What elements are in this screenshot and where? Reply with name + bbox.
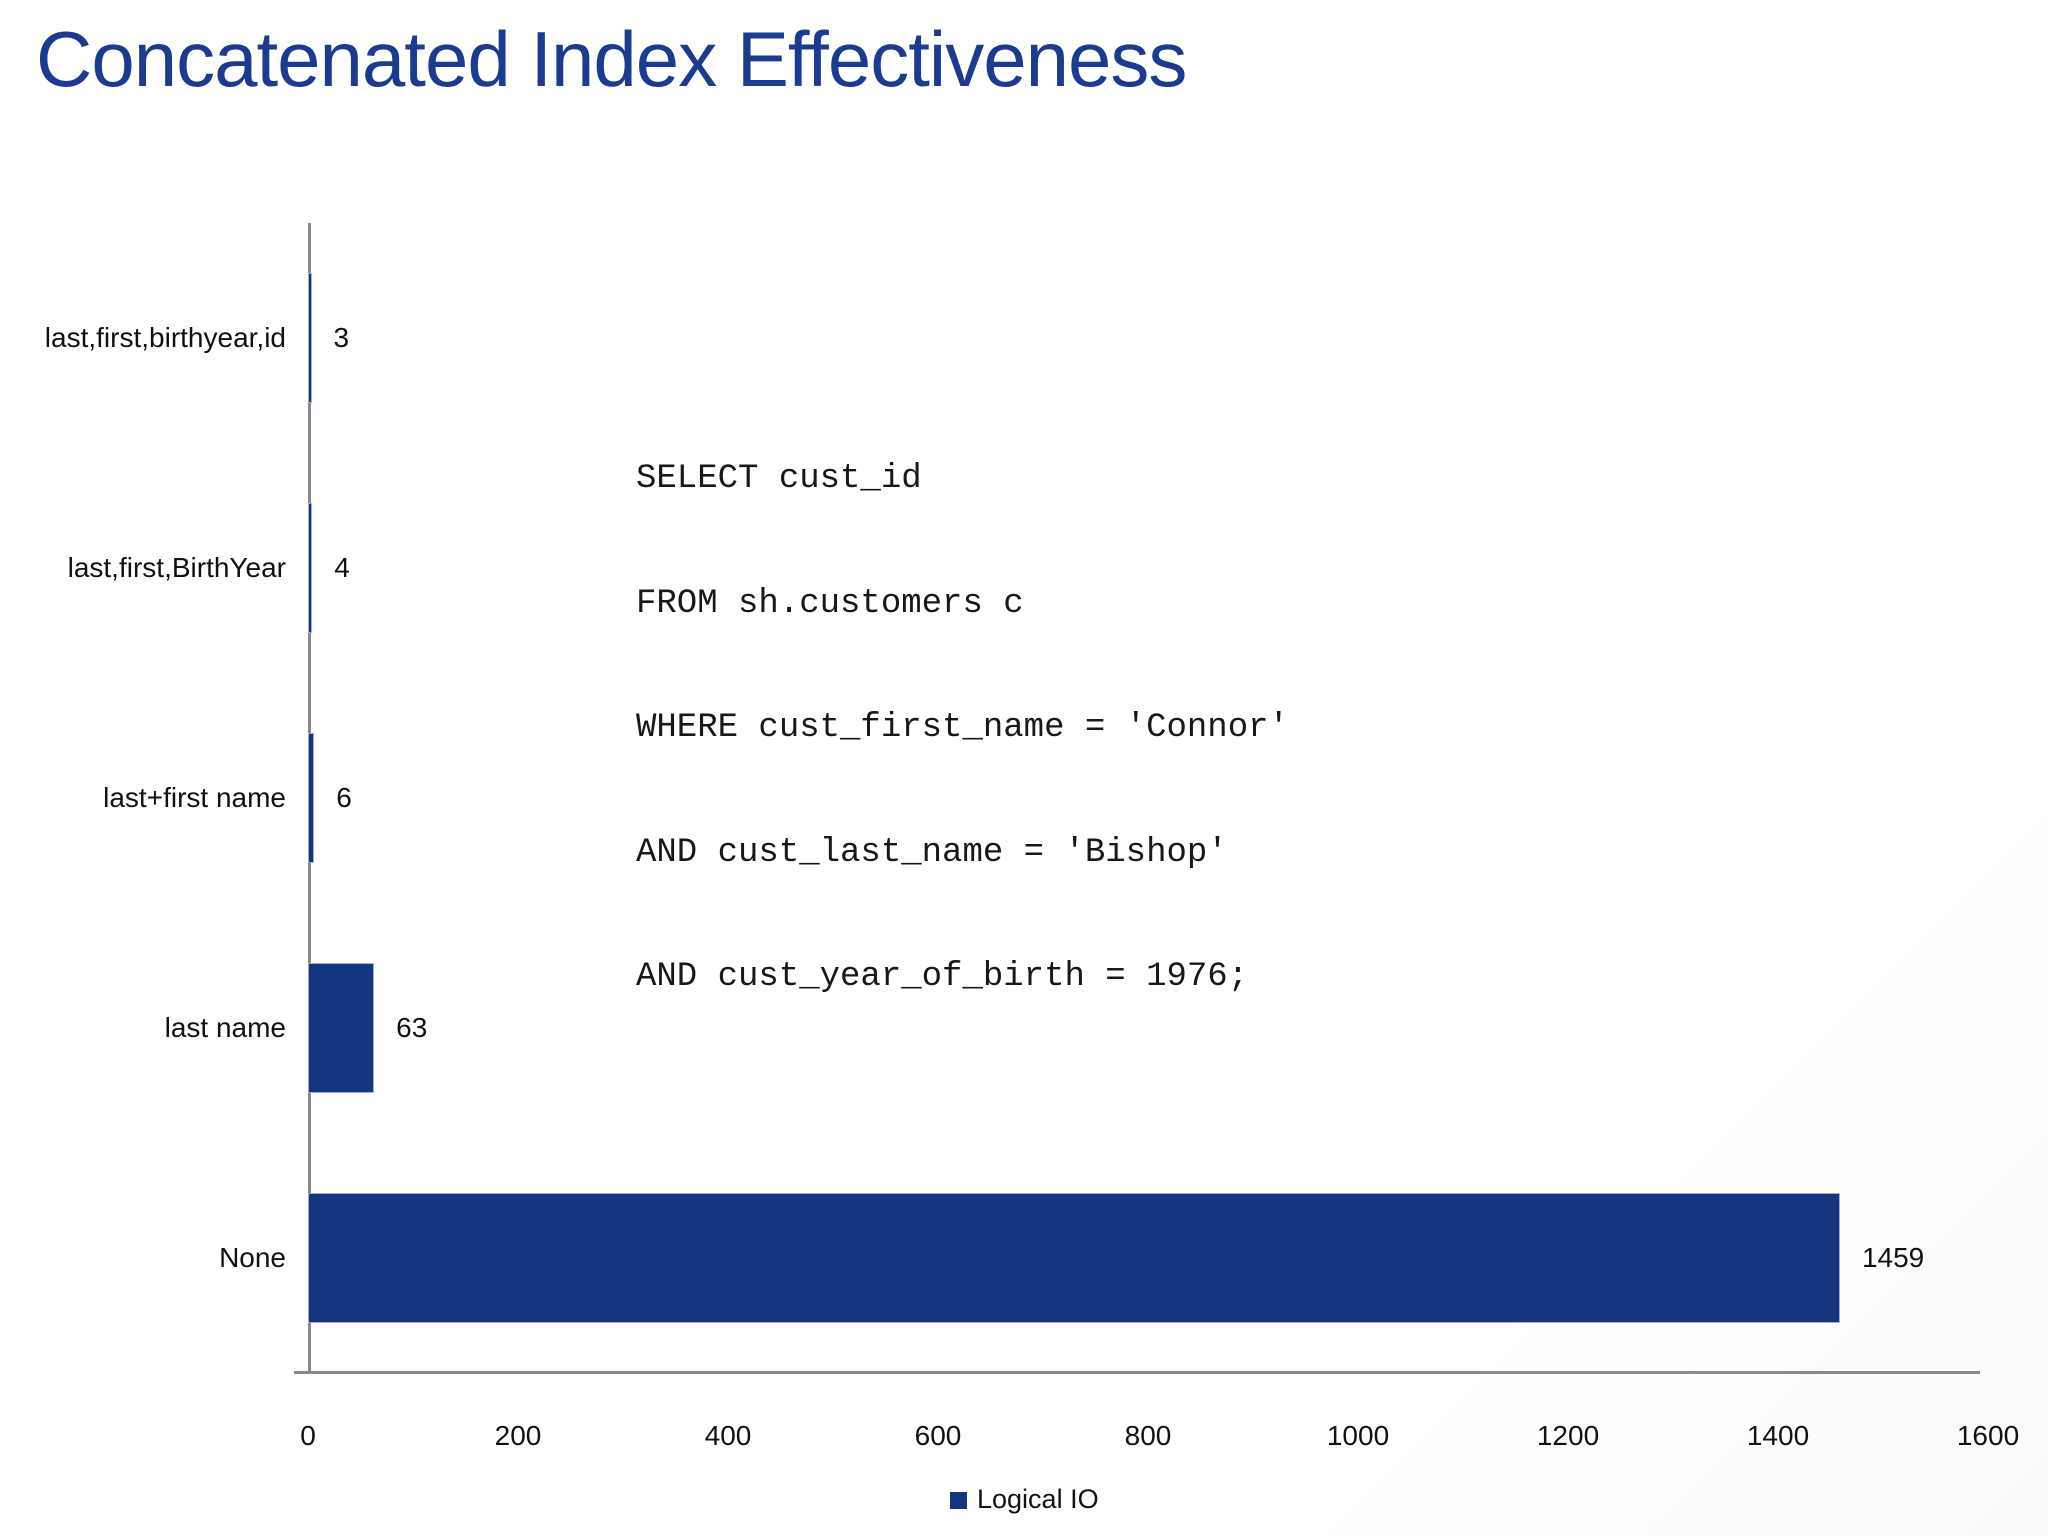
value-label: 3	[333, 322, 350, 353]
sql-query-text: SELECT cust_id FROM sh.customers c WHERE…	[636, 376, 1289, 1082]
value-label: 1459	[1861, 1242, 1925, 1273]
x-tick-label: 200	[494, 1420, 542, 1451]
category-label: last,first,BirthYear	[67, 552, 286, 583]
sql-line: WHERE cust_first_name = 'Connor'	[636, 709, 1289, 747]
bar	[308, 273, 312, 403]
category-label: last name	[164, 1012, 286, 1043]
x-tick-label: 1600	[1956, 1420, 2020, 1451]
bar	[308, 733, 315, 863]
x-tick-label: 0	[300, 1420, 316, 1451]
x-tick-label: 1000	[1326, 1420, 1390, 1451]
legend-label: Logical IO	[977, 1484, 1099, 1514]
x-axis-line	[294, 1371, 1980, 1374]
sql-line: AND cust_year_of_birth = 1976;	[636, 958, 1249, 996]
legend: Logical IO	[950, 1484, 1099, 1515]
x-tick-label: 800	[1124, 1420, 1172, 1451]
x-tick-label: 400	[704, 1420, 752, 1451]
value-label: 4	[334, 552, 350, 583]
bar	[308, 1193, 1840, 1323]
x-tick-label: 600	[914, 1420, 962, 1451]
category-label: last+first name	[103, 782, 286, 813]
sql-line: AND cust_last_name = 'Bishop'	[636, 833, 1228, 872]
sql-line: SELECT cust_id	[636, 460, 922, 498]
bar	[308, 963, 375, 1093]
category-label: None	[219, 1242, 286, 1273]
bar	[308, 503, 313, 633]
category-label: last,first,birthyear,id	[44, 322, 286, 353]
x-tick-label: 1400	[1746, 1420, 1810, 1451]
value-label: 6	[336, 782, 352, 813]
sql-line: FROM sh.customers c	[636, 584, 1024, 623]
page-title: Concatenated Index Effectiveness	[36, 15, 1187, 103]
legend-swatch-icon	[950, 1492, 967, 1509]
value-label: 63	[396, 1012, 428, 1043]
x-tick-label: 1200	[1536, 1420, 1600, 1451]
